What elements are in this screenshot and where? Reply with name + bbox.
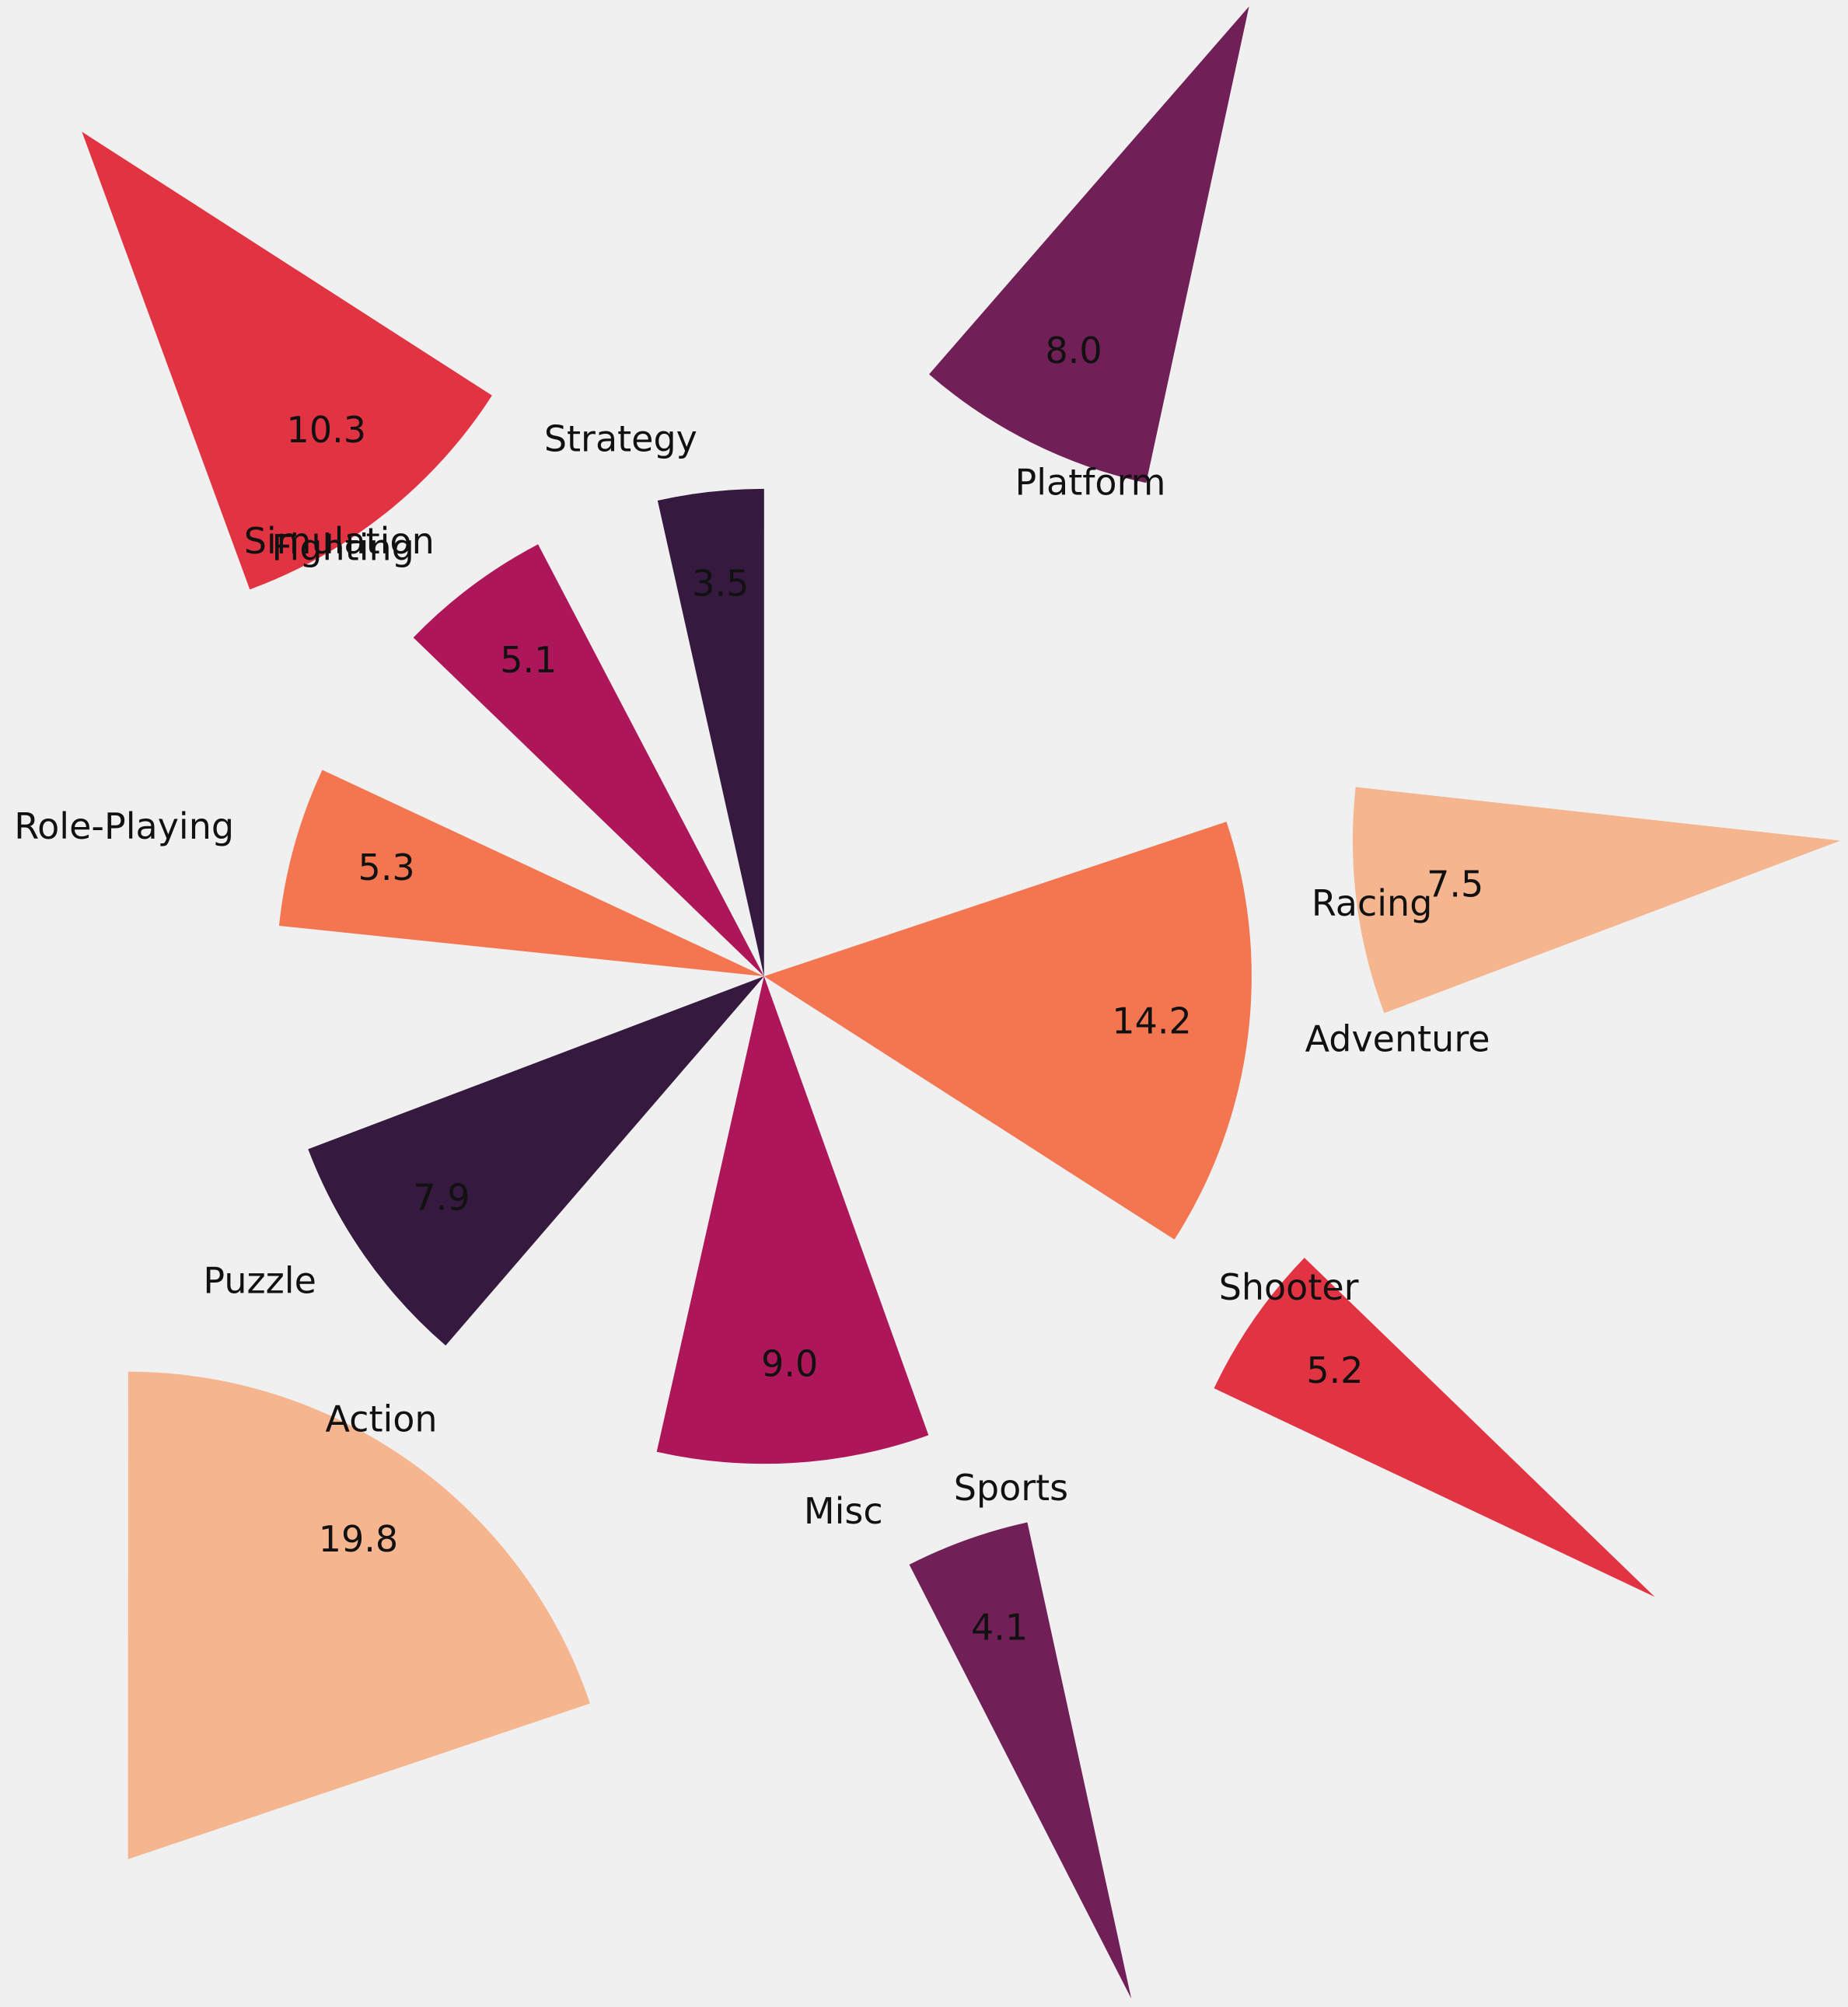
value-label: 8.0	[1046, 330, 1102, 372]
pie-wedge	[413, 544, 764, 976]
value-label: 7.9	[413, 1177, 470, 1219]
category-label: Strategy	[544, 417, 697, 459]
value-label: 4.1	[971, 1607, 1028, 1649]
category-label: Sports	[954, 1467, 1068, 1509]
value-label: 9.0	[761, 1343, 818, 1385]
value-label: 5.1	[500, 639, 557, 681]
value-label: 7.5	[1427, 863, 1483, 905]
value-label: 10.3	[287, 409, 366, 451]
pie-wedge	[82, 131, 492, 590]
category-label: Adventure	[1305, 1017, 1490, 1059]
value-label: 14.2	[1112, 1000, 1191, 1042]
value-label: 5.2	[1306, 1349, 1363, 1391]
category-label: Shooter	[1219, 1266, 1359, 1308]
pie-wedge	[128, 1371, 590, 1859]
value-label: 3.5	[692, 562, 749, 604]
category-label: Fighting	[271, 526, 414, 568]
category-label: Puzzle	[203, 1260, 316, 1302]
pie-wedge	[909, 1522, 1132, 1999]
pie-wedge	[929, 6, 1249, 483]
pie-wedge	[1214, 1258, 1655, 1597]
category-label: Action	[326, 1398, 438, 1440]
category-label: Racing	[1312, 882, 1433, 924]
value-label: 5.3	[358, 846, 415, 888]
category-label: Platform	[1015, 461, 1165, 503]
category-label: Misc	[804, 1490, 883, 1532]
value-label: 19.8	[319, 1518, 398, 1560]
pie-wedge	[657, 488, 764, 976]
pie-wedge	[278, 770, 764, 976]
pie-wedge	[656, 976, 929, 1464]
pie-wedge	[763, 822, 1252, 1240]
pie-wedge	[308, 976, 764, 1346]
pie-wedge	[1352, 787, 1841, 1014]
category-label: Simulation	[244, 520, 435, 562]
category-label: Role-Playing	[14, 805, 234, 847]
